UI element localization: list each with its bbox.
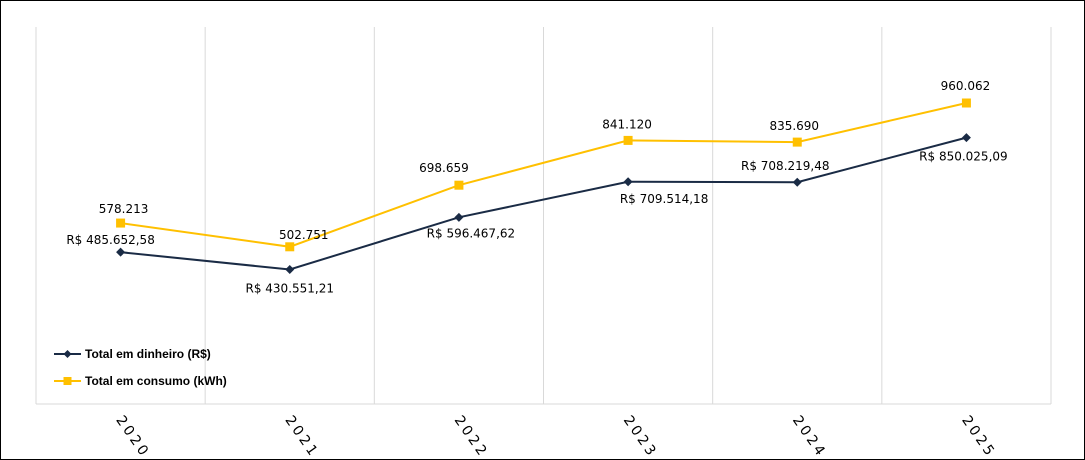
data-point-marker: [454, 180, 464, 190]
data-label: 578.213: [99, 202, 149, 216]
data-point-marker: [961, 98, 971, 108]
x-tick-label: 2024: [789, 413, 829, 459]
data-point-marker: [792, 137, 802, 147]
data-point-marker: [623, 177, 633, 187]
data-point-marker: [285, 265, 295, 274]
x-tick-label: 2025: [958, 413, 998, 459]
series-line: [120, 136, 967, 271]
data-point-marker: [116, 218, 126, 228]
data-label: R$ 485.652,58: [66, 233, 155, 247]
x-tick-label: 2022: [451, 413, 491, 459]
series-lines: [120, 102, 967, 271]
data-point-marker: [792, 177, 802, 187]
legend-label: Total em consumo (kWh): [85, 374, 227, 388]
data-label: R$ 850.025,09: [919, 150, 1008, 164]
data-point-marker: [116, 247, 126, 257]
legend-marker: [63, 377, 72, 385]
data-label: 502.751: [279, 228, 329, 242]
x-tick-label: 2020: [112, 413, 152, 459]
legend-label: Total em dinheiro (R$): [85, 347, 211, 361]
data-label: 835.690: [769, 119, 819, 133]
data-label: R$ 709.514,18: [620, 192, 709, 206]
data-point-marker: [285, 242, 295, 252]
legend: Total em dinheiro (R$) Total em consumo (…: [54, 347, 227, 388]
series-markers: [116, 98, 971, 274]
x-tick-label: 2023: [620, 413, 660, 459]
data-labels: R$ 485.652,58 R$ 430.551,21 R$ 596.467,62 R…: [66, 79, 1007, 296]
data-label: R$ 708.219,48: [741, 159, 830, 173]
x-tick-label: 2021: [282, 413, 322, 459]
data-label: R$ 430.551,21: [246, 282, 335, 296]
data-point-marker: [961, 133, 971, 143]
data-point-marker: [623, 135, 633, 145]
data-label: 841.120: [602, 117, 652, 131]
data-point-marker: [454, 212, 464, 222]
data-label: R$ 596.467,62: [427, 226, 516, 240]
data-label: 698.659: [419, 161, 469, 175]
data-label: 960.062: [941, 79, 991, 93]
x-tick-labels: 2020 2021 2022 2023 2024 2025: [112, 413, 998, 459]
legend-marker: [63, 350, 72, 358]
series-line: [120, 102, 967, 248]
